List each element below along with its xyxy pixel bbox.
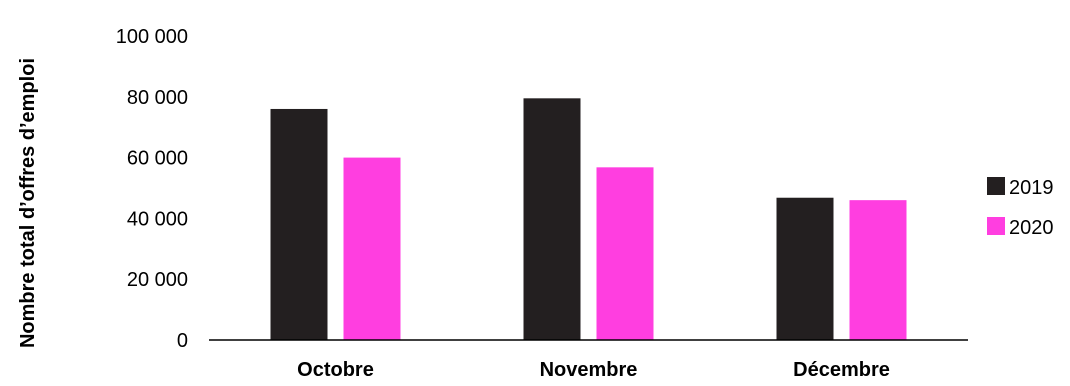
legend-swatch-2020 bbox=[987, 217, 1005, 235]
x-category-label: Octobre bbox=[297, 359, 374, 381]
x-category-label: Novembre bbox=[540, 359, 638, 381]
x-axis-categories: Octobre Novembre Décembre bbox=[297, 359, 890, 381]
bar-2020-novembre bbox=[596, 167, 654, 340]
bars bbox=[270, 98, 907, 341]
x-category-label: Décembre bbox=[793, 359, 890, 381]
bar-2019-octobre bbox=[270, 108, 328, 341]
y-tick-label: 0 bbox=[177, 330, 188, 352]
y-axis-label: Nombre total d’offres d’emploi bbox=[17, 58, 39, 348]
bar-2019-décembre bbox=[776, 197, 834, 340]
y-tick-label: 100 000 bbox=[116, 26, 188, 48]
y-tick-label: 20 000 bbox=[127, 269, 188, 291]
y-tick-label: 40 000 bbox=[127, 208, 188, 230]
bar-2020-octobre bbox=[343, 157, 401, 340]
legend: 2019 2020 bbox=[987, 177, 1054, 239]
y-tick-label: 80 000 bbox=[127, 87, 188, 109]
legend-swatch-2019 bbox=[987, 177, 1005, 195]
y-tick-label: 60 000 bbox=[127, 148, 188, 170]
bar-2019-novembre bbox=[523, 98, 581, 340]
legend-label: 2019 bbox=[1009, 177, 1054, 199]
y-axis-ticks: 0 20 000 40 000 60 000 80 000 100 000 bbox=[116, 26, 188, 352]
bar-2020-décembre bbox=[849, 200, 907, 340]
legend-label: 2020 bbox=[1009, 217, 1054, 239]
